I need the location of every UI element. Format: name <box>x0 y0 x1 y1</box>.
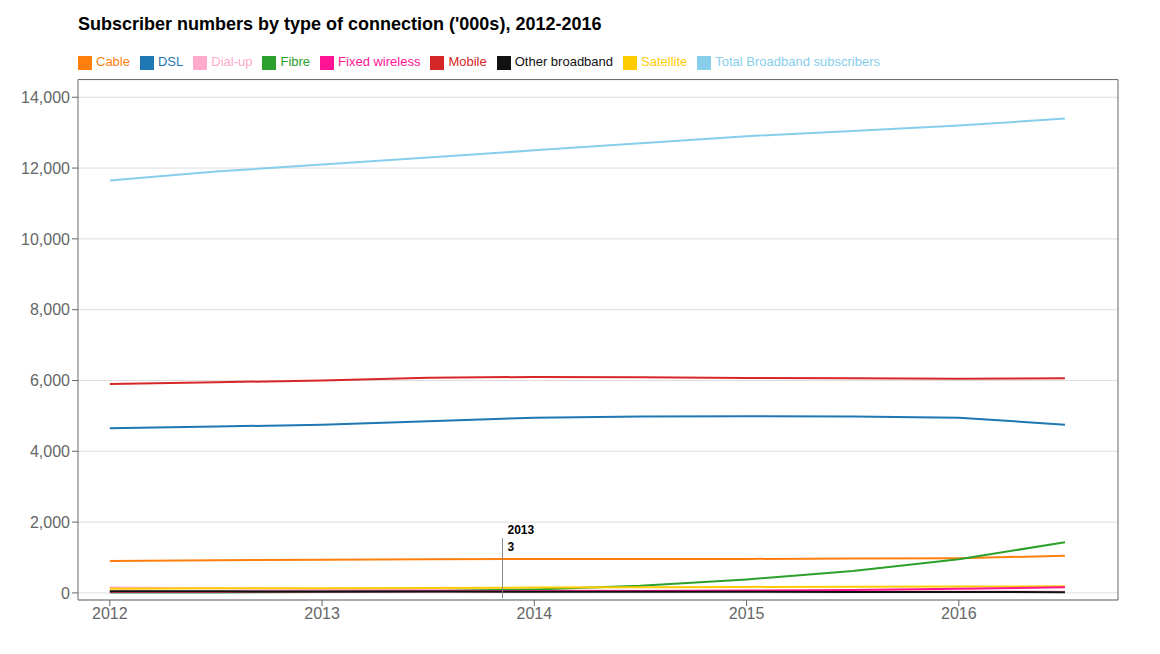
svg-text:6,000: 6,000 <box>30 372 70 389</box>
html-text:DSL: DSL <box>158 54 184 69</box>
svg-text:2012: 2012 <box>92 605 128 622</box>
html-text:Total Broadband subscribers: Total Broadband subscribers <box>715 54 880 69</box>
svg-text:8,000: 8,000 <box>30 301 70 318</box>
svg-text:2015: 2015 <box>729 605 765 622</box>
html-text:Fibre: Fibre <box>280 54 311 69</box>
svg-text:2016: 2016 <box>941 605 977 622</box>
html-text:Dial-up: Dial-up <box>211 54 253 69</box>
svg-text:2013: 2013 <box>304 605 340 622</box>
svg-text:2,000: 2,000 <box>30 514 70 531</box>
svg-text:12,000: 12,000 <box>21 160 70 177</box>
html-text:Mobile: Mobile <box>448 54 487 69</box>
svg-text:4,000: 4,000 <box>30 443 70 460</box>
svg-text:0: 0 <box>61 585 70 602</box>
html-text:Other broadband: Other broadband <box>514 54 613 69</box>
html-text:Subscriber numbers by type of: Subscriber numbers by type of connection… <box>78 14 602 34</box>
svg-text:2013: 2013 <box>507 523 534 537</box>
svg-text:3: 3 <box>507 540 514 554</box>
svg-text:2014: 2014 <box>517 605 553 622</box>
svg-text:10,000: 10,000 <box>21 231 70 248</box>
html-text:Fixed wireless: Fixed wireless <box>338 54 421 69</box>
svg-text:14,000: 14,000 <box>21 89 70 106</box>
html-text:Cable: Cable <box>96 54 130 69</box>
html-text:Satellite: Satellite <box>641 54 688 69</box>
